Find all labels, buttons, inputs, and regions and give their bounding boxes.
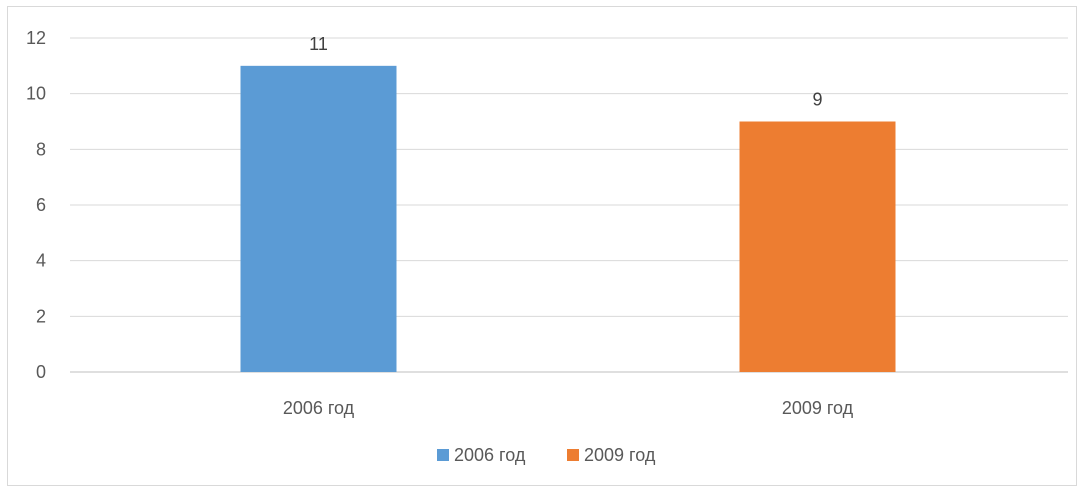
data-label: 11 — [309, 34, 328, 54]
legend-swatch — [437, 449, 449, 461]
y-tick-label: 4 — [36, 251, 46, 271]
bar-2 — [739, 121, 896, 372]
gridlines — [70, 37, 1068, 373]
y-axis-ticks: 0 2 4 6 8 10 12 — [26, 28, 46, 382]
x-axis-categories: 2006 год 2009 год — [283, 398, 854, 418]
x-category-label: 2006 год — [283, 398, 355, 418]
bar-1 — [240, 65, 397, 372]
x-category-label: 2009 год — [782, 398, 854, 418]
y-tick-label: 12 — [26, 28, 46, 48]
y-tick-label: 10 — [26, 84, 46, 104]
legend-label: 2006 год — [454, 445, 526, 465]
y-tick-label: 2 — [36, 306, 46, 326]
legend-label: 2009 год — [584, 445, 656, 465]
y-tick-label: 6 — [36, 195, 46, 215]
legend: 2006 год 2009 год — [437, 445, 656, 465]
legend-swatch — [567, 449, 579, 461]
y-tick-label: 8 — [36, 139, 46, 159]
y-tick-label: 0 — [36, 362, 46, 382]
data-label: 9 — [812, 90, 822, 110]
bars — [240, 65, 896, 372]
data-labels: 11 9 — [309, 34, 822, 110]
chart-frame — [7, 6, 1077, 486]
